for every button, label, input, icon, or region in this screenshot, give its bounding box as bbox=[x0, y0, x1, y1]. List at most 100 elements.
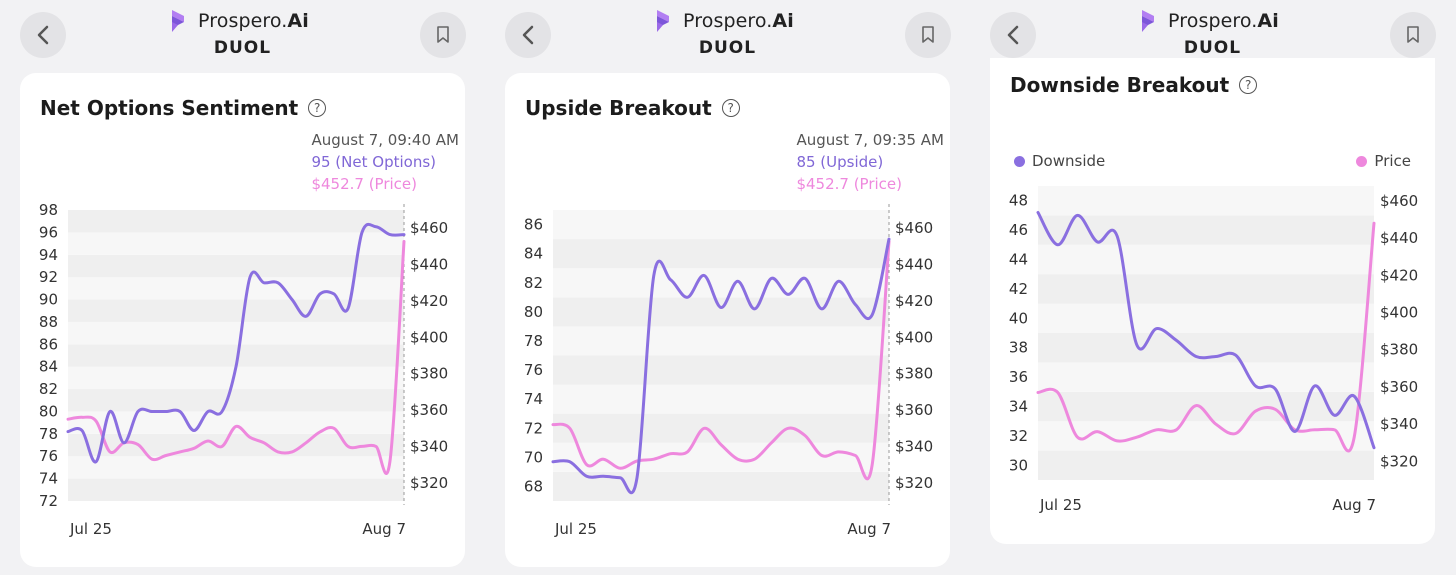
grid-band bbox=[1038, 244, 1374, 275]
grid-band bbox=[553, 210, 889, 240]
tooltip-date: August 7, 09:40 AM bbox=[311, 131, 459, 149]
y-tick-label: 86 bbox=[524, 216, 543, 234]
back-button[interactable] bbox=[20, 12, 66, 58]
series-line-price bbox=[1036, 221, 1376, 453]
legend-price[interactable]: Price bbox=[1356, 152, 1411, 170]
grid-band bbox=[1038, 450, 1374, 480]
card-title: Downside Breakout ? bbox=[1010, 73, 1258, 97]
y-tick-label: 84 bbox=[39, 358, 58, 376]
x-tick-label: Jul 25 bbox=[69, 520, 112, 538]
y-tick-label: 44 bbox=[1009, 251, 1028, 269]
y2-tick-label: $460 bbox=[1380, 192, 1418, 210]
net-options-chart[interactable]: 72 74 76 78 80 82 84 86 88 90 92 94 96 98 $320 $340 $360… bbox=[20, 73, 465, 567]
legend-dot bbox=[1014, 155, 1025, 167]
prospero-logo-icon bbox=[172, 10, 184, 32]
chart-tooltip: August 7, 09:35 AM 85 (Upside) $452.7 (P… bbox=[796, 129, 944, 195]
y2-tick-label: $460 bbox=[895, 219, 933, 237]
y-tick-label: 32 bbox=[1009, 427, 1028, 445]
brand-name: Prospero.Ai bbox=[683, 10, 794, 32]
y-tick-label: 88 bbox=[39, 313, 58, 331]
back-button[interactable] bbox=[505, 12, 551, 58]
y2-tick-label: $360 bbox=[410, 401, 448, 419]
y2-tick-label: $340 bbox=[410, 437, 448, 455]
y-tick-label: 72 bbox=[524, 419, 543, 437]
chart-card: Downside Breakout ? Downside Price 30 32 3… bbox=[990, 58, 1435, 544]
bookmark-icon bbox=[1407, 26, 1419, 43]
grid-band bbox=[1038, 186, 1374, 216]
y-tick-label: 84 bbox=[524, 245, 543, 263]
grid-band bbox=[553, 326, 889, 356]
y-tick-label: 98 bbox=[39, 201, 58, 219]
bookmark-button[interactable] bbox=[905, 12, 951, 58]
chart-tooltip: August 7, 09:40 AM 95 (Net Options) $452… bbox=[311, 129, 459, 195]
y-tick-label: 68 bbox=[524, 477, 543, 495]
x-tick-label: Aug 7 bbox=[847, 520, 891, 538]
upside-breakout-chart[interactable]: 68 70 72 74 76 78 80 82 84 86 $320 $340 $360 $380 $400… bbox=[505, 73, 950, 567]
brand: Prospero.Ai bbox=[1140, 5, 1285, 37]
x-tick-label: Jul 25 bbox=[554, 520, 597, 538]
y2-tick-label: $360 bbox=[1380, 378, 1418, 396]
chart-card: Net Options Sentiment ? August 7, 09:40 … bbox=[20, 73, 465, 567]
grid-band bbox=[68, 456, 404, 479]
bookmark-button[interactable] bbox=[1390, 12, 1436, 58]
y2-tick-label: $460 bbox=[410, 219, 448, 237]
x-tick-label: Jul 25 bbox=[1039, 496, 1082, 514]
y-tick-label: 82 bbox=[39, 380, 58, 398]
y2-tick-label: $420 bbox=[410, 292, 448, 310]
grid-band bbox=[1038, 274, 1374, 304]
y2-tick-label: $420 bbox=[895, 292, 933, 310]
ticker-symbol: DUOL bbox=[213, 38, 272, 58]
ticker-symbol: DUOL bbox=[698, 38, 757, 58]
grid-bands bbox=[1038, 186, 1374, 480]
grid-band bbox=[68, 254, 404, 278]
y2-tick-label: $400 bbox=[1380, 304, 1418, 322]
downside-breakout-chart[interactable]: 30 32 34 36 38 40 42 44 46 48 $320 $340 $360 $380 $400… bbox=[990, 58, 1435, 544]
y2-tick-label: $340 bbox=[1380, 415, 1418, 433]
help-icon[interactable]: ? bbox=[721, 99, 740, 117]
brand: Prospero.Ai bbox=[170, 5, 315, 37]
y-tick-label: 96 bbox=[39, 223, 58, 241]
bookmark-button[interactable] bbox=[420, 12, 466, 58]
y-tick-label: 38 bbox=[1009, 339, 1028, 357]
y-tick-label: 30 bbox=[1009, 456, 1028, 474]
grid-band bbox=[68, 321, 404, 345]
grid-band bbox=[553, 384, 889, 414]
y-tick-label: 80 bbox=[524, 303, 543, 321]
y-tick-label: 72 bbox=[39, 492, 58, 510]
y-tick-label: 86 bbox=[39, 335, 58, 353]
legend-downside[interactable]: Downside bbox=[1014, 152, 1105, 170]
grid-band bbox=[68, 344, 404, 367]
y2-tick-label: $440 bbox=[1380, 229, 1418, 247]
back-button[interactable] bbox=[990, 12, 1036, 58]
y-tick-label: 90 bbox=[39, 291, 58, 309]
y-tick-label: 78 bbox=[524, 332, 543, 350]
y2-tick-label: $380 bbox=[1380, 341, 1418, 359]
x-tick-label: Aug 7 bbox=[362, 520, 406, 538]
grid-band bbox=[553, 355, 889, 385]
y-tick-label: 74 bbox=[39, 470, 58, 488]
grid-band bbox=[1038, 362, 1374, 392]
grid-band bbox=[553, 297, 889, 327]
brand-name: Prospero.Ai bbox=[1168, 10, 1279, 32]
help-icon[interactable]: ? bbox=[1239, 76, 1258, 94]
y2-tick-label: $360 bbox=[895, 401, 933, 419]
brand: Prospero.Ai bbox=[655, 5, 800, 37]
tooltip-price: $452.7 (Price) bbox=[311, 175, 418, 193]
prospero-logo-icon bbox=[1142, 10, 1154, 32]
grid-bands bbox=[553, 210, 889, 501]
y-tick-label: 74 bbox=[524, 390, 543, 408]
y-tick-label: 82 bbox=[524, 274, 543, 292]
help-icon[interactable]: ? bbox=[308, 99, 327, 117]
legend-label: Price bbox=[1374, 152, 1411, 170]
y2-tick-label: $380 bbox=[410, 365, 448, 383]
y-tick-label: 34 bbox=[1009, 398, 1028, 416]
grid-band bbox=[68, 299, 404, 322]
y-tick-label: 76 bbox=[524, 361, 543, 379]
y2-tick-label: $340 bbox=[895, 437, 933, 455]
y-tick-label: 78 bbox=[39, 425, 58, 443]
panel-upside: Prospero.Ai DUOL Upside Breakout ? Augus… bbox=[485, 0, 970, 575]
grid-band bbox=[553, 239, 889, 269]
legend-dot bbox=[1356, 155, 1368, 167]
y2-tick-label: $440 bbox=[895, 256, 933, 274]
tooltip-date: August 7, 09:35 AM bbox=[796, 131, 944, 149]
